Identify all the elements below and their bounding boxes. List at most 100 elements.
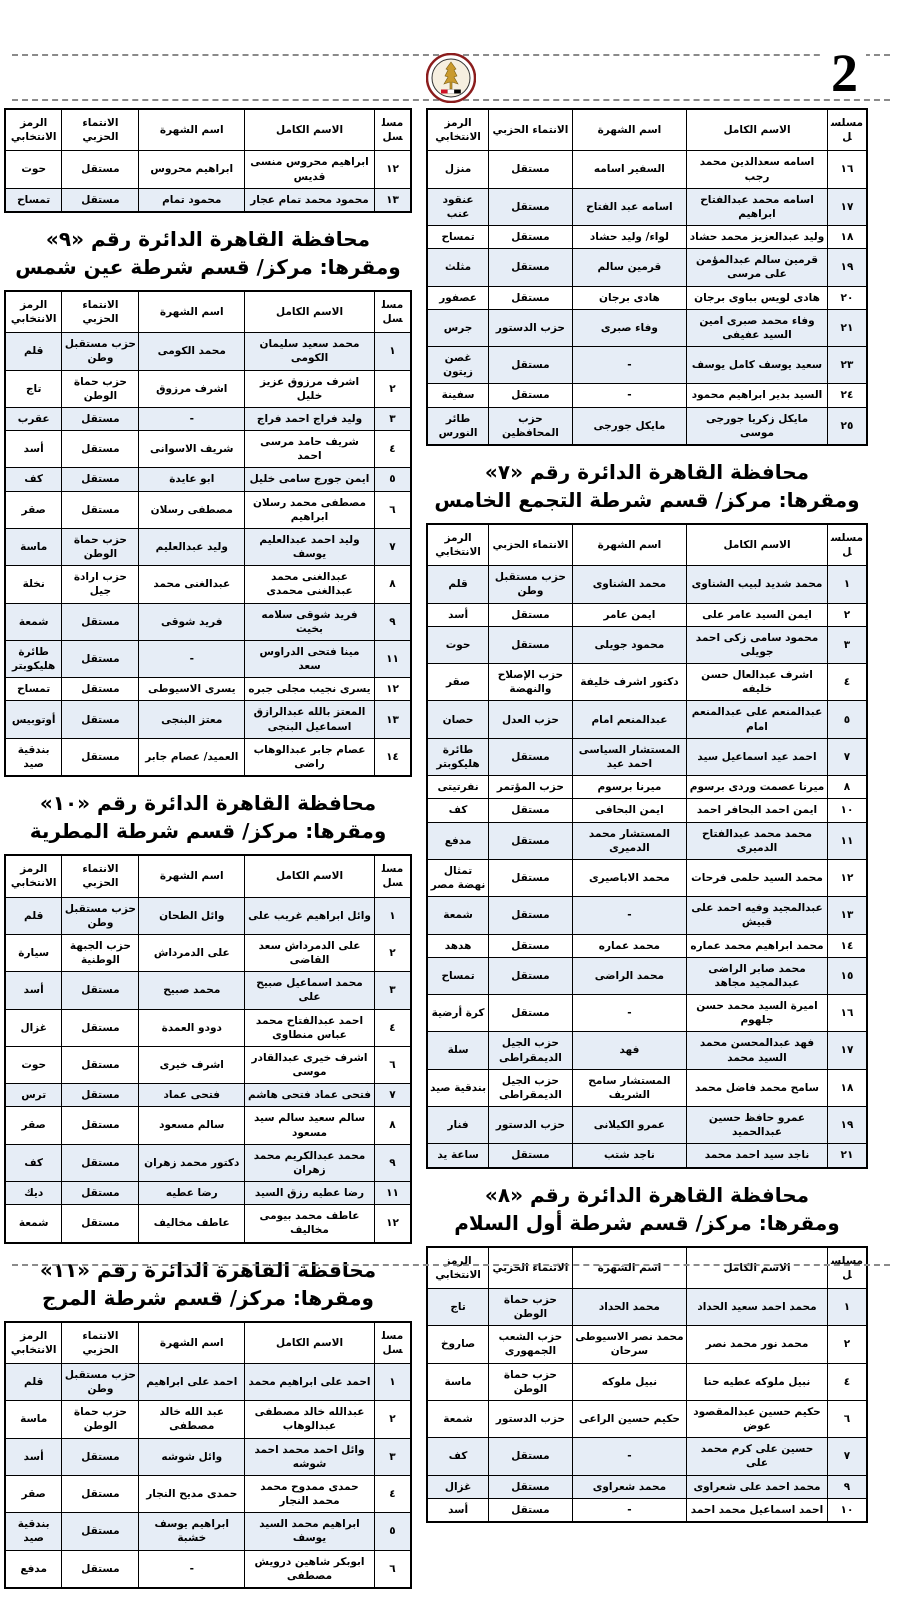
- cell-serial: ١: [373, 332, 412, 371]
- table-row: ١ محمد احمد سعيد الحداد محمد الحداد حزب حما…: [426, 1287, 868, 1327]
- cell-fame-name: هادى برجان: [571, 285, 688, 310]
- cell-full-name: حكيم حسين عبدالمقصود عوض: [686, 1399, 828, 1439]
- cell-serial: ١٣: [826, 896, 868, 935]
- cell-full-name: محمد السيد حلمى فرحات: [686, 858, 828, 898]
- cell-party: حزب حماة الوطن: [488, 1287, 573, 1327]
- cell-serial: ٦: [373, 1045, 412, 1085]
- page-header: 2: [0, 0, 902, 104]
- cell-full-name: عبدالله خالد مصطفى عبدالوهاب: [244, 1400, 375, 1439]
- cell-serial: ٩: [373, 1143, 412, 1183]
- cell-fame-name: مصطفى رسلان: [138, 490, 246, 529]
- cell-full-name: محمد محمد عبدالفتاح الدميرى: [686, 821, 828, 860]
- header-full_name: الاسم الكامل: [244, 854, 375, 898]
- cell-party: مستقل: [61, 406, 140, 432]
- cell-fame-name: فريد شوقى: [138, 602, 246, 641]
- header-party: الانتماء الحزبي: [61, 1321, 140, 1364]
- cell-symbol: كف: [4, 1143, 63, 1183]
- cell-full-name: وليد احمد عبدالعليم يوسف: [244, 527, 375, 567]
- table-header-row: مسلسل الاسم الكامل اسم الشهرة الانتماء الحز…: [4, 854, 412, 898]
- cell-symbol: بندقية صيد: [4, 1512, 63, 1551]
- cell-symbol: تمثال نهضة مصر: [426, 858, 490, 898]
- cell-fame-name: -: [571, 994, 688, 1033]
- cell-party: مستقل: [488, 821, 573, 860]
- cell-symbol: أسد: [426, 602, 490, 627]
- cell-fame-name: محمد الشناوى: [571, 565, 688, 604]
- cell-symbol: سلة: [426, 1031, 490, 1070]
- cell-party: مستقل: [488, 602, 573, 627]
- table-row: ١٧ فهد عبدالمحسن محمد السيد محمد فهد حزب ال…: [426, 1031, 868, 1070]
- cell-fame-name: سالم مسعود: [138, 1106, 246, 1145]
- cell-fame-name: المستشار سامح الشريف: [571, 1068, 688, 1108]
- cell-symbol: غزال: [426, 1474, 490, 1499]
- cell-full-name: محمد اسماعيل صبيح على: [244, 971, 375, 1010]
- cell-serial: ٩: [826, 1474, 868, 1499]
- header-serial: مسلسل: [373, 290, 412, 334]
- cell-party: حزب مستقبل وطن: [488, 565, 573, 604]
- cell-fame-name: اشرف خيرى: [138, 1045, 246, 1085]
- table-row: ٦ ابوبكر شاهين درويش مصطفى - مستقل مدفع: [4, 1549, 412, 1589]
- table-row: ٢٥ مايكل زكريا جورجى موسى مايكل جورجى حزب ا…: [426, 406, 868, 446]
- header-full_name: الاسم الكامل: [244, 108, 375, 152]
- table-row: ٨ عبدالغنى محمد عبدالغنى محمدى عبدالغنى مح…: [4, 565, 412, 604]
- cell-serial: ٥: [373, 467, 412, 492]
- table-row: ٧ حسين على كرم محمد على - مستقل كف: [426, 1437, 868, 1476]
- header-party: الانتماء الحزبي: [488, 108, 573, 152]
- eagle-emblem-icon: [425, 52, 477, 104]
- cell-party: مستقل: [488, 1497, 573, 1523]
- cell-party: حزب حماة الوطن: [61, 527, 140, 567]
- cell-full-name: سالم سعيد سالم سيد مسعود: [244, 1106, 375, 1145]
- cell-full-name: اسامه سعدالدين محمد رجب: [686, 150, 828, 189]
- cell-party: مستقل: [488, 1143, 573, 1169]
- table-body: ١ وائل ابراهيم غريب على وائل الطحان حزب مست…: [4, 896, 412, 1244]
- cell-party: مستقل: [61, 187, 140, 213]
- cell-fame-name: احمد على ابراهيم: [138, 1362, 246, 1402]
- cell-full-name: اشرف خيرى عبدالقادر موسى: [244, 1045, 375, 1085]
- cell-serial: ١٠: [826, 798, 868, 823]
- header-party: الانتماء الحزبي: [488, 1246, 573, 1289]
- cell-fame-name: نبيل ملوكه: [571, 1362, 688, 1401]
- cell-fame-name: ايمن عامر: [571, 602, 688, 627]
- section-subtitle: ومقرها: مركز/ قسم شرطة أول السلام: [454, 1210, 840, 1235]
- cell-full-name: اميرة السيد محمد حسن جلهوم: [686, 994, 828, 1033]
- cell-symbol: طائرة هليكوبتر: [426, 737, 490, 777]
- table-head: مسلسل الاسم الكامل اسم الشهرة الانتماء الحز…: [4, 1321, 412, 1364]
- header-full_name: الاسم الكامل: [244, 290, 375, 334]
- table-row: ١٣ المعتز بالله عبدالرازق اسماعيل البنجى م…: [4, 700, 412, 739]
- table-row: ١ محمد سعيد سليمان الكومى محمد الكومى حزب م…: [4, 332, 412, 371]
- cell-full-name: ايمن احمد البحافر احمد: [686, 798, 828, 823]
- cell-symbol: شمعة: [426, 896, 490, 935]
- cell-full-name: فهد عبدالمحسن محمد السيد محمد: [686, 1031, 828, 1070]
- cell-fame-name: وائل الطحان: [138, 896, 246, 935]
- cell-fame-name: -: [571, 896, 688, 935]
- header-fame_name: اسم الشهرة: [138, 854, 246, 898]
- cell-symbol: منزل: [426, 150, 490, 189]
- cell-fame-name: المستشار محمد الدميرى: [571, 821, 688, 860]
- table-header-row: مسلسل الاسم الكامل اسم الشهرة الانتماء الحز…: [4, 108, 412, 152]
- cell-symbol: ماسة: [4, 1400, 63, 1439]
- cell-symbol: طائرة هليكوبتر: [4, 639, 63, 679]
- cell-fame-name: عبدالغنى محمد: [138, 565, 246, 604]
- cell-party: حزب حماة الوطن: [61, 1400, 140, 1439]
- table-row: ١٦ اسامه سعدالدين محمد رجب السفير اسامه مست…: [426, 150, 868, 189]
- cell-fame-name: وفاء صبرى: [571, 308, 688, 348]
- cell-full-name: عبدالمنعم على عبدالمنعم امام: [686, 700, 828, 739]
- cell-party: حزب الإصلاح والنهضة: [488, 663, 573, 702]
- cell-party: مستقل: [61, 700, 140, 739]
- header-fame_name: اسم الشهرة: [571, 108, 688, 152]
- section-title: محافظة القاهرة الدائرة رقم «٧»: [484, 459, 810, 484]
- cell-full-name: ابراهيم محروس منسى قديس: [244, 150, 375, 189]
- table-row: ٢ عبدالله خالد مصطفى عبدالوهاب عبد الله خا…: [4, 1400, 412, 1439]
- cell-fame-name: قرمين سالم: [571, 248, 688, 287]
- table-row: ٢ محمد نور محمد نصر محمد نصر الاسيوطى سرحا…: [426, 1325, 868, 1364]
- header-symbol: الرمز الانتخابي: [426, 1246, 490, 1289]
- cell-full-name: شريف حامد مرسى احمد: [244, 430, 375, 469]
- cell-party: حزب الجيل الديمقراطى: [488, 1068, 573, 1108]
- table-row: ٣ وائل احمد محمد احمد شوشه وائل شوشه مستقل أ…: [4, 1437, 412, 1476]
- cell-serial: ١٢: [826, 858, 868, 898]
- cell-serial: ١٤: [826, 933, 868, 958]
- header-full_name: الاسم الكامل: [686, 1246, 828, 1289]
- cell-full-name: محمد عبدالكريم محمد زهران: [244, 1143, 375, 1183]
- cell-fame-name: دكتور اشرف خليفة: [571, 663, 688, 702]
- cell-party: مستقل: [488, 248, 573, 287]
